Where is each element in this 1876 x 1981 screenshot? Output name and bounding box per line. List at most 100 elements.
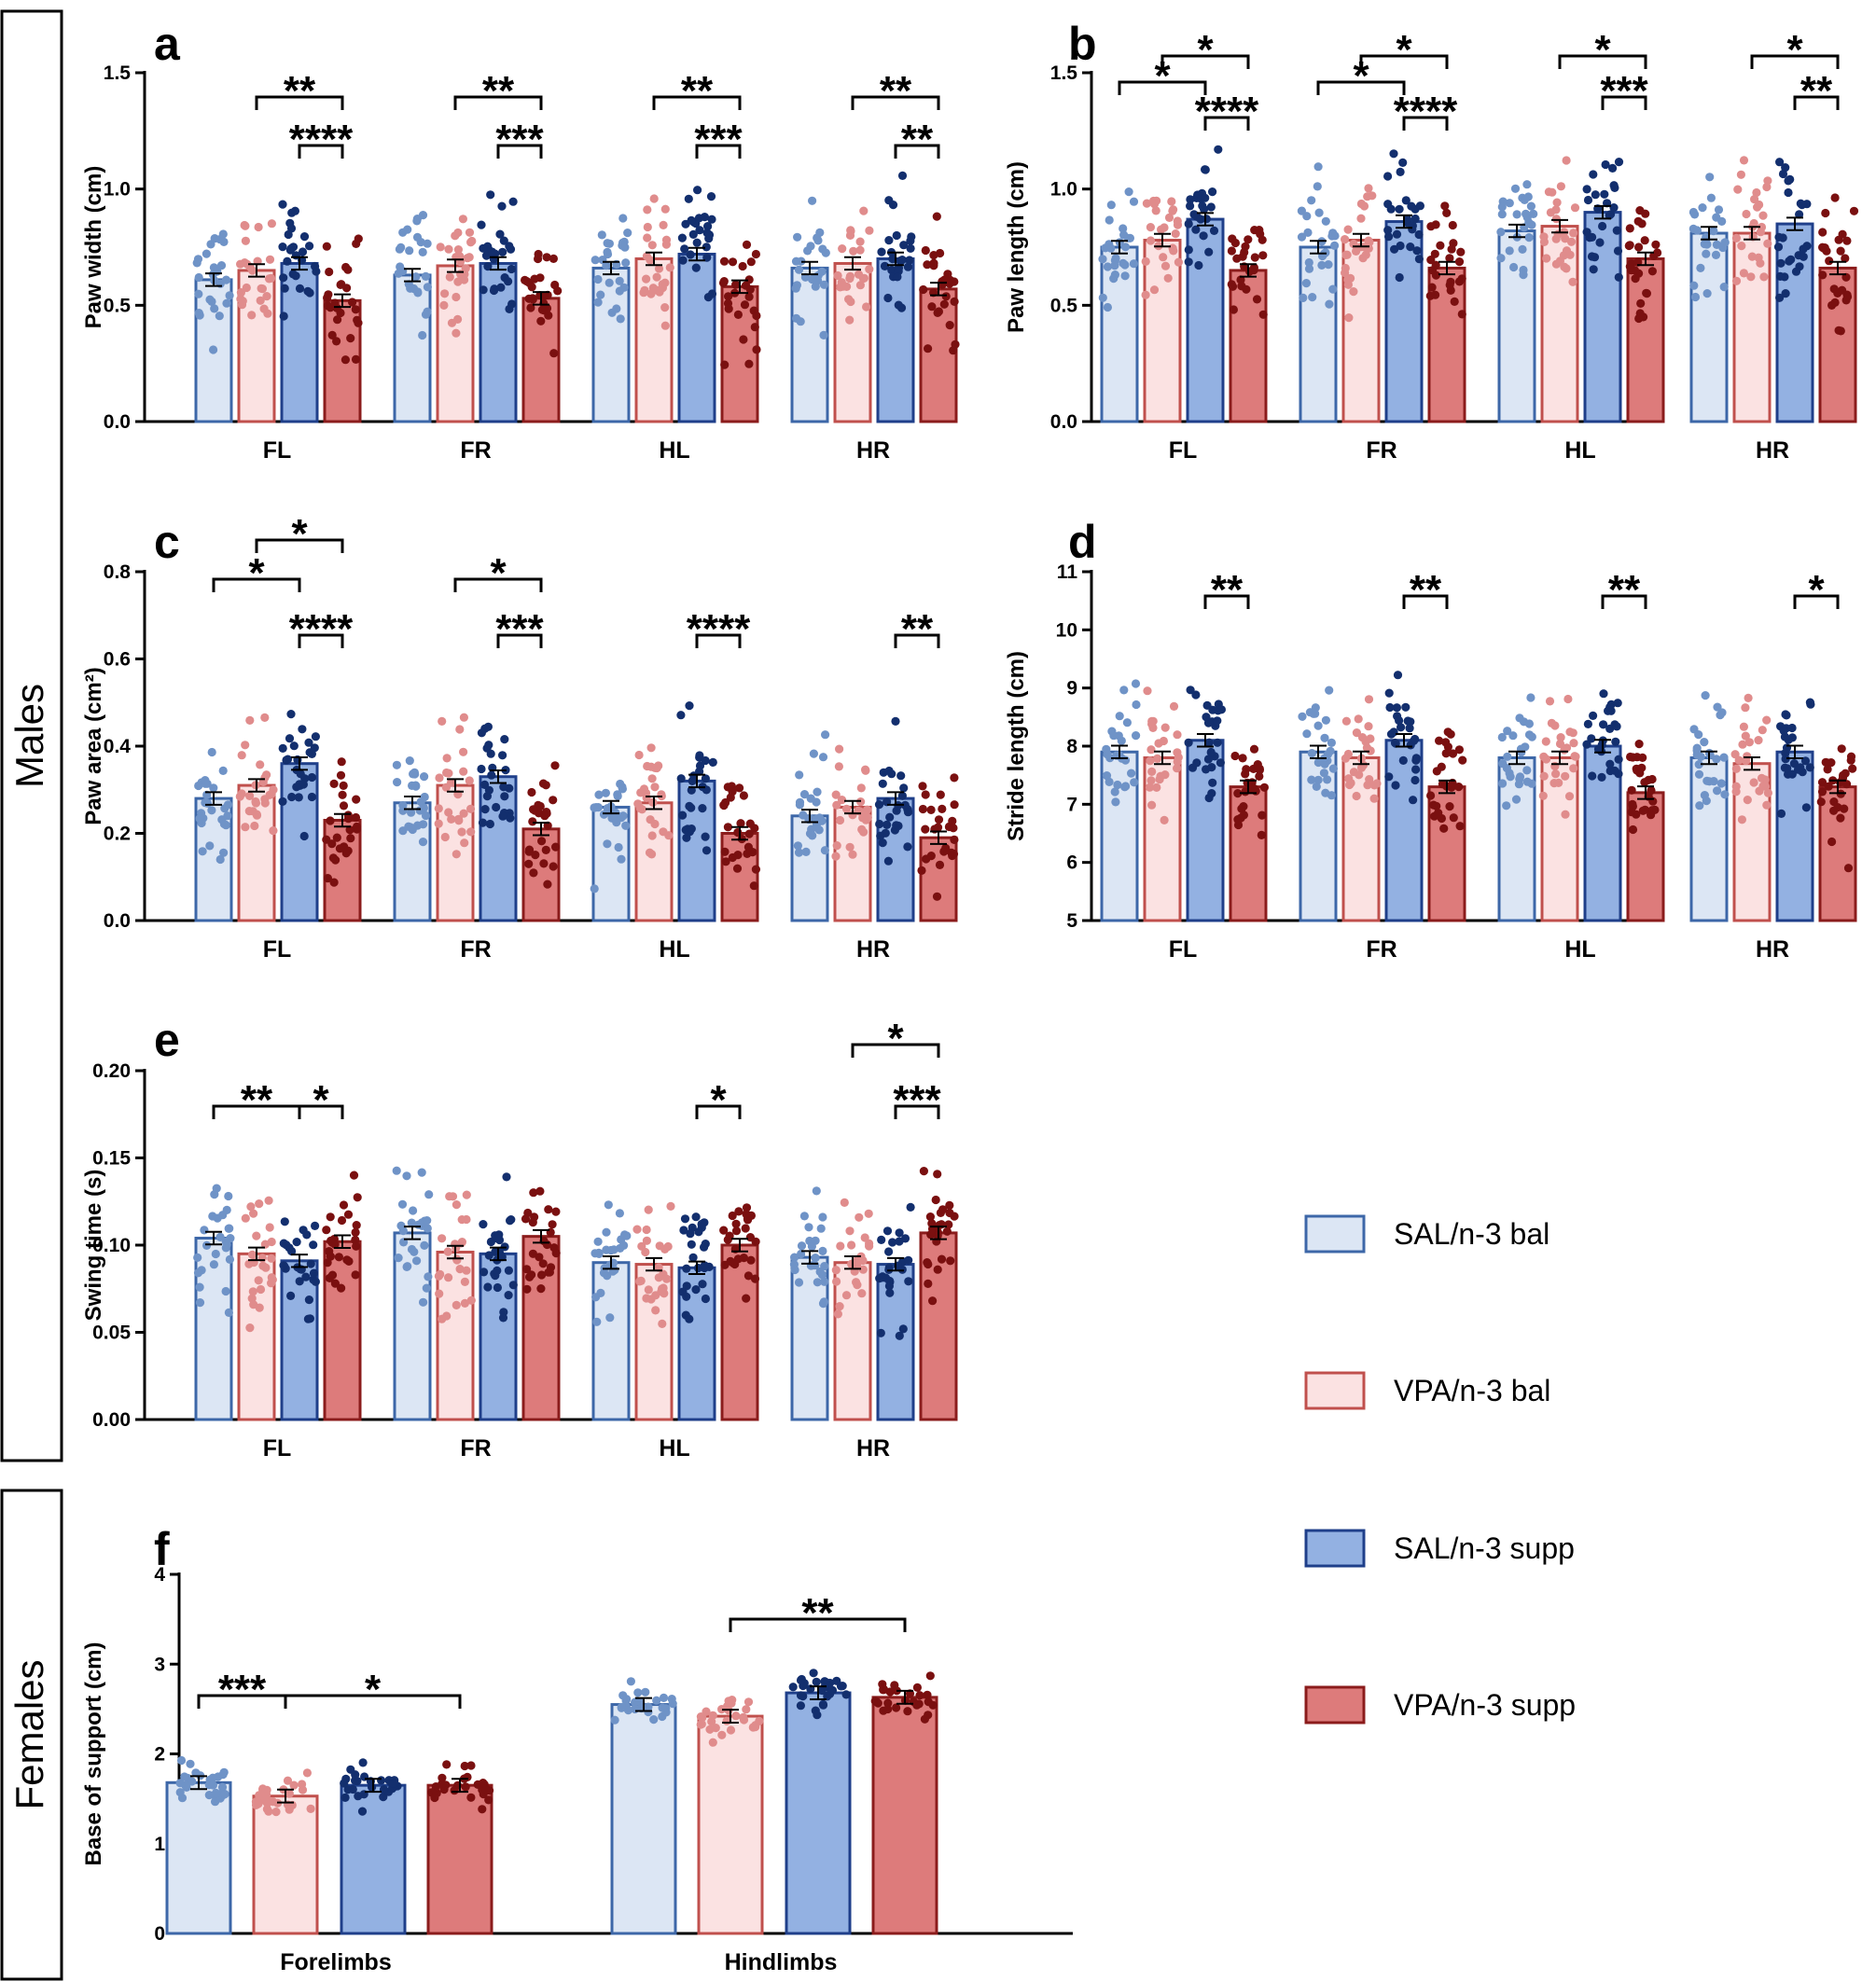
data-point <box>1244 235 1253 244</box>
data-point <box>452 850 461 859</box>
data-point <box>894 821 903 831</box>
data-point <box>707 215 716 224</box>
data-point <box>1590 253 1600 262</box>
data-point <box>527 1270 536 1280</box>
data-point <box>1147 719 1157 729</box>
data-point <box>1640 805 1649 814</box>
data-point <box>1198 201 1207 211</box>
data-point <box>722 1701 732 1711</box>
data-point <box>526 303 535 312</box>
significance-bracket <box>1750 54 1840 69</box>
data-point <box>818 1212 827 1222</box>
panel-letter: c <box>154 516 180 568</box>
data-point <box>460 1277 469 1286</box>
data-point <box>1520 195 1529 204</box>
data-point <box>1415 201 1424 211</box>
data-point <box>1736 170 1745 179</box>
data-point <box>1204 247 1214 256</box>
data-point <box>327 1238 337 1247</box>
data-point <box>635 804 645 813</box>
data-point <box>549 862 558 871</box>
data-point <box>1700 738 1709 747</box>
data-point <box>396 242 406 252</box>
data-point <box>354 234 363 243</box>
bar <box>871 1696 938 1935</box>
data-point <box>742 240 752 249</box>
data-point <box>1758 782 1768 791</box>
data-point <box>884 1247 894 1256</box>
data-point <box>701 1240 710 1249</box>
data-point <box>1405 724 1414 733</box>
legend-item: SAL/n-3 supp <box>1304 1529 1575 1568</box>
data-point <box>875 819 884 829</box>
data-point <box>695 751 704 760</box>
legend-label: SAL/n-3 bal <box>1394 1217 1549 1251</box>
data-point <box>839 282 848 291</box>
data-point <box>634 750 644 760</box>
panel-letter: d <box>1068 516 1097 568</box>
data-point <box>1184 257 1193 267</box>
data-point <box>797 1674 807 1684</box>
data-point <box>1564 792 1575 801</box>
data-point <box>1391 739 1400 748</box>
data-point <box>594 1249 604 1258</box>
bar <box>165 1780 232 1935</box>
data-point <box>263 309 272 318</box>
data-point <box>1639 312 1648 322</box>
significance-label: **** <box>1394 89 1458 134</box>
data-point <box>918 804 928 814</box>
data-point <box>717 1730 727 1739</box>
data-point <box>1202 700 1212 711</box>
data-point <box>1169 701 1179 712</box>
data-point <box>601 788 611 797</box>
data-point <box>1439 824 1449 833</box>
data-point <box>1821 208 1830 218</box>
data-point <box>424 1190 434 1199</box>
data-point <box>1308 293 1317 302</box>
significance-bracket <box>255 538 344 553</box>
data-point <box>224 1224 233 1233</box>
data-point <box>702 846 712 855</box>
data-point <box>1344 774 1354 783</box>
data-point <box>949 849 959 859</box>
data-point <box>1307 196 1316 205</box>
data-point <box>609 1245 618 1254</box>
data-point <box>241 1213 250 1223</box>
data-point <box>644 1205 653 1214</box>
data-point <box>1401 702 1410 712</box>
data-point <box>1631 274 1640 284</box>
data-point <box>806 794 815 803</box>
data-point <box>252 1231 261 1240</box>
data-point <box>452 1300 461 1309</box>
bar <box>876 1263 915 1421</box>
data-point <box>1232 254 1242 263</box>
data-point <box>377 1776 386 1785</box>
y-tick-label: 0.5 <box>104 295 132 316</box>
data-point <box>832 841 841 851</box>
data-point <box>251 798 260 808</box>
data-point <box>423 1224 432 1233</box>
data-point <box>1313 182 1322 191</box>
significance-bracket <box>1793 594 1840 609</box>
data-point <box>831 790 841 799</box>
data-point <box>241 823 250 832</box>
data-point <box>1749 778 1758 787</box>
data-point <box>549 796 558 805</box>
data-point <box>209 345 218 354</box>
data-point <box>1250 253 1259 262</box>
data-point <box>1259 783 1269 792</box>
data-point <box>1414 229 1424 240</box>
significance-bracket <box>1558 54 1647 69</box>
data-point <box>751 1721 760 1730</box>
data-point <box>1647 810 1656 820</box>
data-point <box>1298 712 1307 721</box>
data-point <box>1601 159 1610 170</box>
data-point <box>537 837 547 846</box>
significance-bracket <box>851 95 940 110</box>
data-point <box>488 247 497 256</box>
data-point <box>820 1262 829 1271</box>
data-point <box>493 1266 502 1275</box>
data-point <box>933 308 942 317</box>
data-point <box>632 1225 642 1234</box>
data-point <box>1341 235 1350 244</box>
